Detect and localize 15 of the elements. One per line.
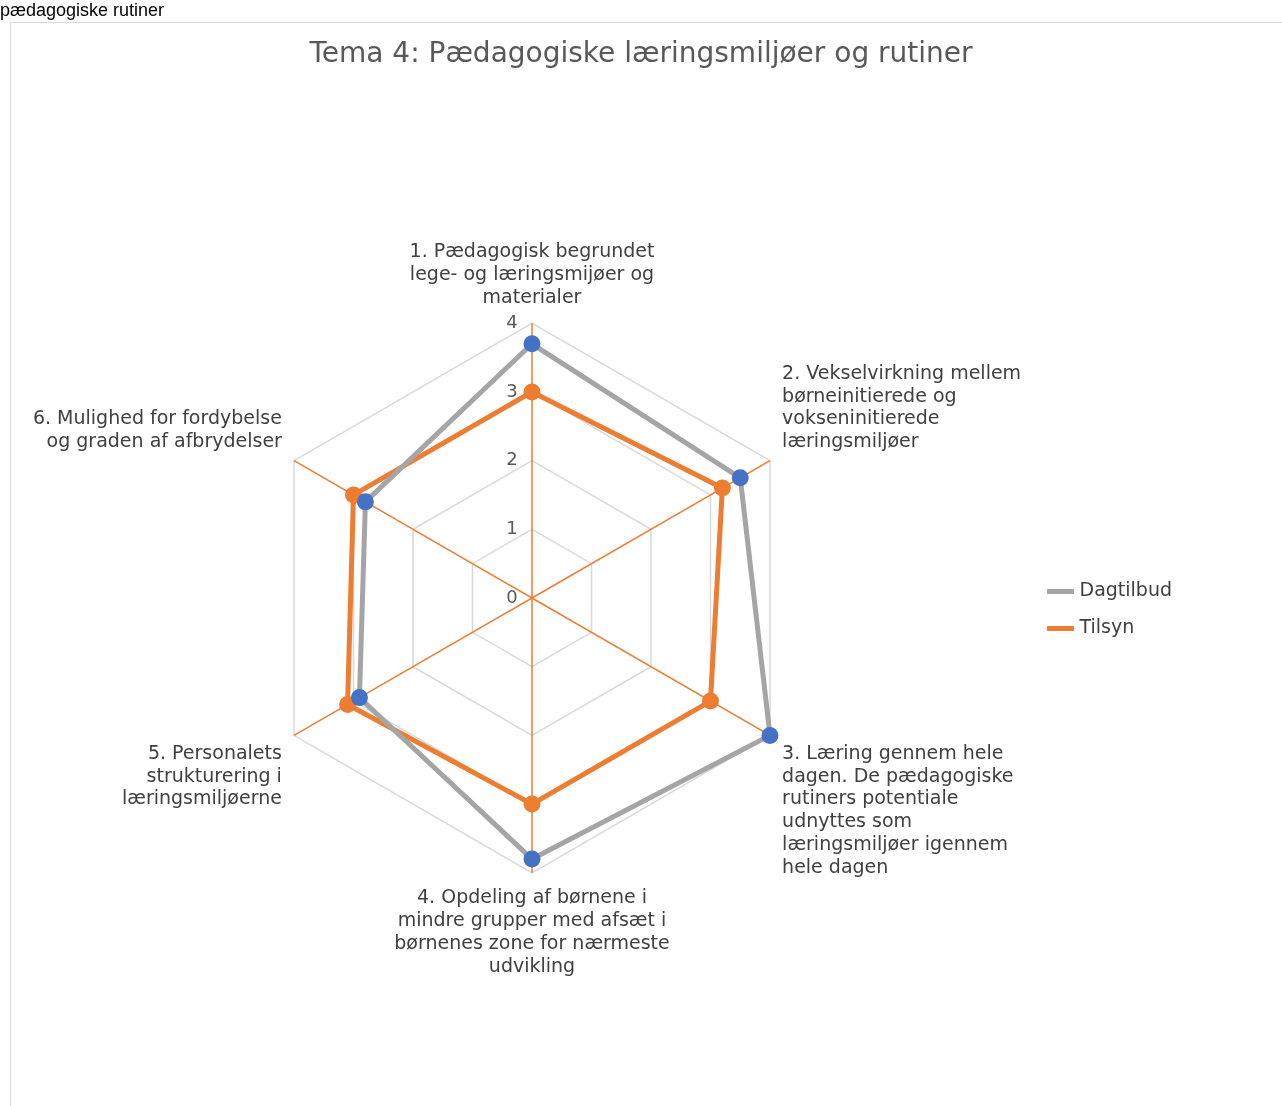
spoke-label: 4. Opdeling af børnene i mindre grupper med afsæt i børnenes zone for nærmeste udvikling [394,885,670,976]
legend-label: Dagtilbud [1079,578,1173,601]
spoke-label: 1. Pædagogisk begrundet lege- og læringsmijøer og materialer [409,239,655,307]
y-tick-label: 0 [506,585,518,607]
legend-label: Tilsyn [1078,615,1135,638]
spoke-label: 2. Vekselvirkning mellem børneinitierede og vokseninitierede læringsmiljøer [782,360,1022,452]
text: pædagogiske rutiner [0,0,165,20]
y-tick-label: 1 [506,516,518,538]
y-tick-label: 3 [506,379,518,401]
y-tick-label: 4 [506,310,518,332]
spoke-label: 3. Læring gennem hele dagen. De pædagogiske rutiners potentiale udnyttes som læringsmiljøer igennem hele dagen [782,740,1014,877]
spoke-label: 5. Personalets strukturering i læringsmiljøerne [121,740,282,809]
chart-title: Tema 4: Pædagogiske læringsmiljøer og rutiner [308,36,974,69]
y-tick-label: 2 [506,448,518,470]
spoke-label: 6. Mulighed for fordybelse og graden af afbrydelser [32,406,283,452]
